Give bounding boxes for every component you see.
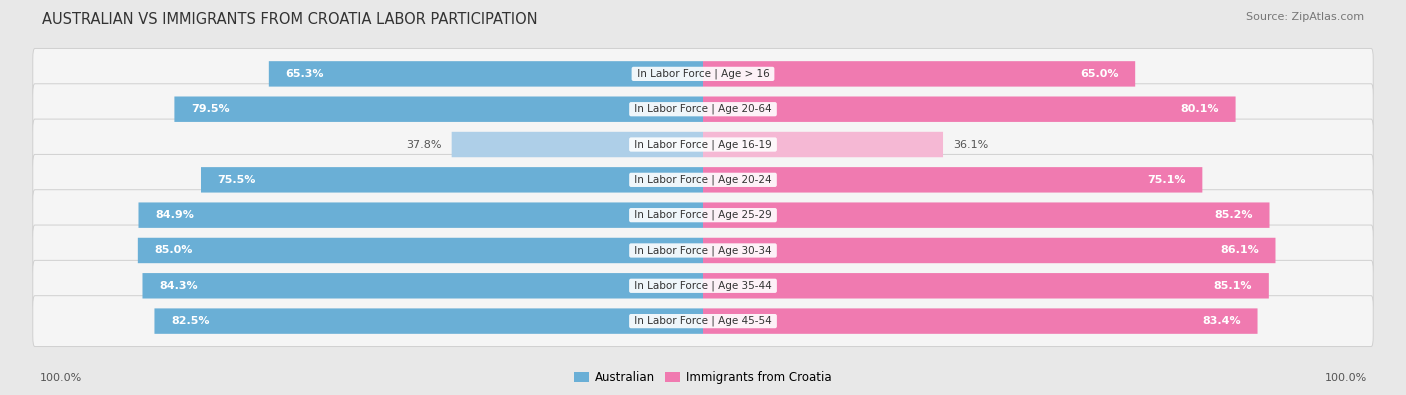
Text: Source: ZipAtlas.com: Source: ZipAtlas.com [1246,12,1364,22]
Text: 83.4%: 83.4% [1202,316,1241,326]
Text: 84.3%: 84.3% [159,281,198,291]
Text: In Labor Force | Age 20-64: In Labor Force | Age 20-64 [631,104,775,115]
FancyBboxPatch shape [269,61,703,87]
Text: 84.9%: 84.9% [155,210,194,220]
Text: In Labor Force | Age > 16: In Labor Force | Age > 16 [634,69,772,79]
Text: 36.1%: 36.1% [953,139,988,150]
FancyBboxPatch shape [32,119,1374,170]
FancyBboxPatch shape [139,203,703,228]
Text: 85.2%: 85.2% [1215,210,1253,220]
FancyBboxPatch shape [32,296,1374,346]
Text: 65.3%: 65.3% [285,69,323,79]
FancyBboxPatch shape [32,225,1374,276]
Text: In Labor Force | Age 16-19: In Labor Force | Age 16-19 [631,139,775,150]
FancyBboxPatch shape [703,308,1257,334]
Text: 80.1%: 80.1% [1181,104,1219,114]
Text: In Labor Force | Age 25-29: In Labor Force | Age 25-29 [631,210,775,220]
Text: AUSTRALIAN VS IMMIGRANTS FROM CROATIA LABOR PARTICIPATION: AUSTRALIAN VS IMMIGRANTS FROM CROATIA LA… [42,12,538,27]
FancyBboxPatch shape [703,61,1135,87]
Text: In Labor Force | Age 30-34: In Labor Force | Age 30-34 [631,245,775,256]
Text: 75.1%: 75.1% [1147,175,1185,185]
FancyBboxPatch shape [32,49,1374,99]
Legend: Australian, Immigrants from Croatia: Australian, Immigrants from Croatia [569,367,837,389]
FancyBboxPatch shape [174,96,703,122]
Text: 100.0%: 100.0% [39,373,82,383]
Text: 75.5%: 75.5% [218,175,256,185]
FancyBboxPatch shape [32,154,1374,205]
Text: 37.8%: 37.8% [406,139,441,150]
Text: 85.0%: 85.0% [155,245,193,256]
FancyBboxPatch shape [703,167,1202,192]
Text: 100.0%: 100.0% [1324,373,1367,383]
FancyBboxPatch shape [32,84,1374,135]
FancyBboxPatch shape [451,132,703,157]
FancyBboxPatch shape [138,238,703,263]
Text: 85.1%: 85.1% [1213,281,1253,291]
Text: In Labor Force | Age 20-24: In Labor Force | Age 20-24 [631,175,775,185]
FancyBboxPatch shape [32,190,1374,241]
FancyBboxPatch shape [32,260,1374,311]
FancyBboxPatch shape [155,308,703,334]
Text: In Labor Force | Age 45-54: In Labor Force | Age 45-54 [631,316,775,326]
Text: 86.1%: 86.1% [1220,245,1258,256]
FancyBboxPatch shape [142,273,703,299]
FancyBboxPatch shape [201,167,703,192]
Text: 82.5%: 82.5% [172,316,209,326]
Text: 65.0%: 65.0% [1080,69,1119,79]
FancyBboxPatch shape [703,238,1275,263]
FancyBboxPatch shape [703,273,1268,299]
FancyBboxPatch shape [703,203,1270,228]
FancyBboxPatch shape [703,96,1236,122]
FancyBboxPatch shape [703,132,943,157]
Text: In Labor Force | Age 35-44: In Labor Force | Age 35-44 [631,280,775,291]
Text: 79.5%: 79.5% [191,104,229,114]
